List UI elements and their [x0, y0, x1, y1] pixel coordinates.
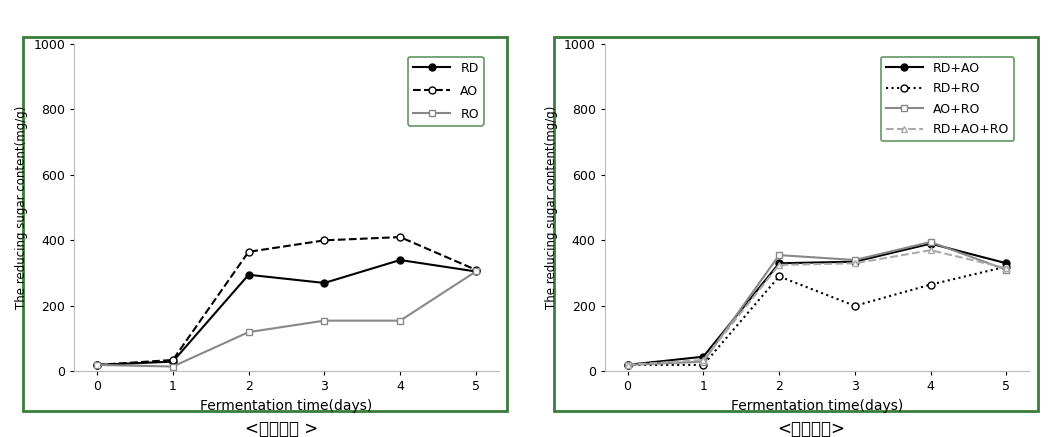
AO+RO — [772, 253, 785, 258]
Y-axis label: The reducing sugar content(mg/g): The reducing sugar content(mg/g) — [545, 106, 558, 309]
X-axis label: Fermentation time(days): Fermentation time(days) — [731, 399, 903, 413]
RD — [167, 359, 179, 364]
RO — [167, 364, 179, 369]
Text: <단독발효 >: <단독발효 > — [244, 420, 318, 437]
X-axis label: Fermentation time(days): Fermentation time(days) — [201, 399, 372, 413]
RD+AO+RO — [697, 357, 710, 363]
Line: AO: AO — [93, 234, 480, 368]
RD — [470, 269, 483, 274]
AO+RO — [1001, 267, 1013, 273]
Line: RD+AO+RO: RD+AO+RO — [624, 247, 1010, 368]
AO — [318, 238, 331, 243]
RD+AO+RO — [849, 260, 862, 266]
AO — [470, 267, 483, 273]
RD+AO — [1001, 260, 1013, 266]
AO — [167, 357, 179, 363]
RD — [242, 272, 255, 277]
RO — [90, 362, 103, 368]
RD+RO — [924, 282, 937, 287]
RD+AO — [772, 260, 785, 266]
RD+AO — [697, 354, 710, 359]
RD+RO — [1001, 264, 1013, 269]
RD+AO — [621, 362, 633, 368]
Line: RD+AO: RD+AO — [624, 240, 1010, 368]
AO+RO — [924, 239, 937, 245]
RD+RO — [849, 303, 862, 309]
RO — [242, 329, 255, 335]
RD+RO — [772, 274, 785, 279]
AO+RO — [621, 362, 633, 368]
RO — [318, 318, 331, 323]
RD+AO+RO — [924, 247, 937, 253]
RD+RO — [621, 362, 633, 368]
Line: RO: RO — [93, 268, 480, 370]
RD+AO — [924, 241, 937, 246]
RD+RO — [697, 362, 710, 368]
RD+AO — [849, 259, 862, 264]
RD+AO+RO — [621, 362, 633, 368]
AO+RO — [849, 257, 862, 263]
AO — [242, 249, 255, 254]
Line: RD: RD — [93, 257, 480, 368]
Text: <혼합발효>: <혼합발효> — [778, 420, 846, 437]
RD — [394, 257, 406, 263]
RD+AO+RO — [1001, 266, 1013, 271]
Legend: RD, AO, RO: RD, AO, RO — [407, 56, 484, 125]
RD — [318, 281, 331, 286]
RD — [90, 362, 103, 368]
Line: AO+RO: AO+RO — [624, 239, 1010, 368]
RO — [470, 269, 483, 274]
AO+RO — [697, 359, 710, 364]
Legend: RD+AO, RD+RO, AO+RO, RD+AO+RO: RD+AO, RD+RO, AO+RO, RD+AO+RO — [881, 56, 1014, 141]
RD+AO+RO — [772, 262, 785, 267]
RO — [394, 318, 406, 323]
AO — [394, 234, 406, 239]
Y-axis label: The reducing sugar content(mg/g): The reducing sugar content(mg/g) — [15, 106, 28, 309]
AO — [90, 362, 103, 368]
Line: RD+RO: RD+RO — [624, 263, 1010, 368]
